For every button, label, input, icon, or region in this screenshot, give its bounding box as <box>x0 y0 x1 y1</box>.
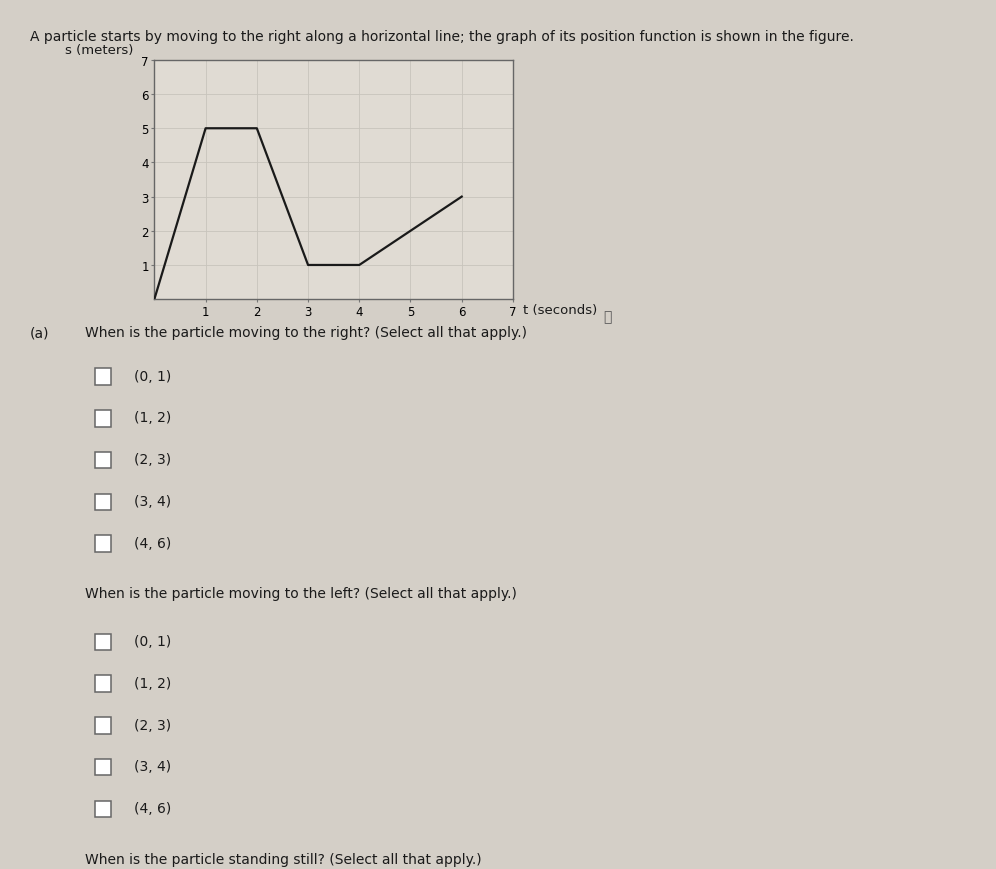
Text: When is the particle standing still? (Select all that apply.): When is the particle standing still? (Se… <box>85 852 481 866</box>
Text: A particle starts by moving to the right along a horizontal line; the graph of i: A particle starts by moving to the right… <box>30 30 854 44</box>
Text: When is the particle moving to the right? (Select all that apply.): When is the particle moving to the right… <box>85 326 527 340</box>
Text: (2, 3): (2, 3) <box>134 718 171 732</box>
Text: (2, 3): (2, 3) <box>134 453 171 467</box>
Text: (0, 1): (0, 1) <box>134 369 171 383</box>
Text: When is the particle moving to the left? (Select all that apply.): When is the particle moving to the left?… <box>85 587 517 600</box>
Text: t (seconds): t (seconds) <box>523 304 598 316</box>
Text: (1, 2): (1, 2) <box>134 676 171 690</box>
Text: (4, 6): (4, 6) <box>134 801 171 815</box>
Text: ⓘ: ⓘ <box>604 310 612 324</box>
Text: (3, 4): (3, 4) <box>134 760 171 773</box>
Text: (0, 1): (0, 1) <box>134 634 171 648</box>
Text: s (meters): s (meters) <box>65 43 133 56</box>
Text: (a): (a) <box>30 326 50 340</box>
Text: (4, 6): (4, 6) <box>134 536 171 550</box>
Text: (1, 2): (1, 2) <box>134 411 171 425</box>
Text: (3, 4): (3, 4) <box>134 494 171 508</box>
